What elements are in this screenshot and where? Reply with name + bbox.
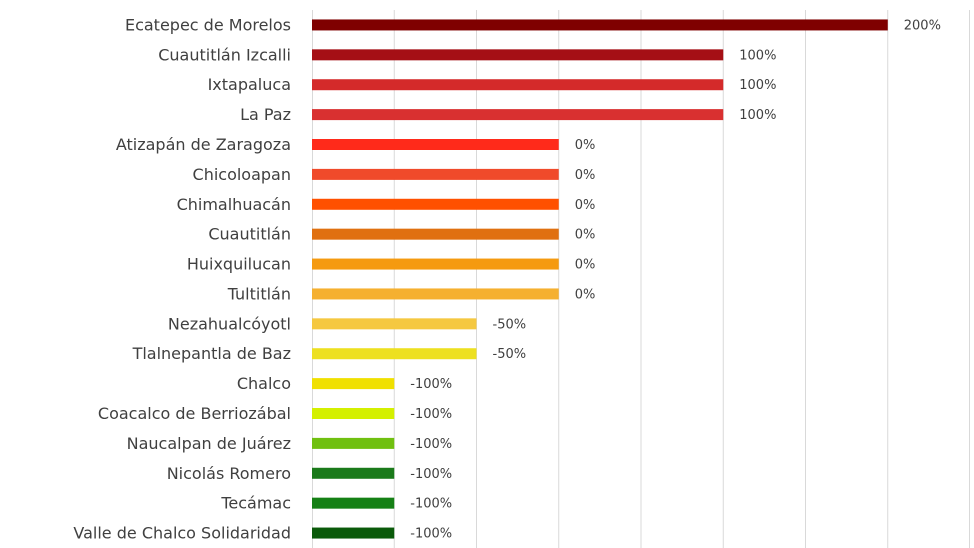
- bar: [312, 527, 395, 539]
- data-label: 0%: [575, 198, 596, 213]
- data-label: -100%: [410, 527, 452, 542]
- y-tick-label: Tultitlán: [227, 284, 291, 303]
- y-tick-label: Ecatepec de Morelos: [125, 15, 291, 34]
- y-tick-label: Chicoloapan: [193, 165, 291, 184]
- y-tick-label: La Paz: [240, 105, 291, 124]
- data-label: -100%: [410, 407, 452, 422]
- y-tick-label: Chimalhuacán: [177, 195, 291, 214]
- data-label: 0%: [575, 168, 596, 183]
- bar: [312, 168, 559, 180]
- data-label: -100%: [410, 437, 452, 452]
- bar: [312, 497, 395, 509]
- bar: [312, 318, 477, 330]
- y-tick-label: Nezahualcóyotl: [168, 314, 291, 333]
- y-tick-label: Naucalpan de Juárez: [127, 434, 291, 453]
- data-label: -100%: [410, 467, 452, 482]
- y-tick-label: Cuautitlán Izcalli: [158, 45, 291, 64]
- data-label: 100%: [739, 108, 776, 123]
- data-label: -100%: [410, 497, 452, 512]
- bar: [312, 348, 477, 360]
- y-tick-label: Nicolás Romero: [167, 464, 291, 483]
- bar: [312, 139, 559, 150]
- bar: [312, 258, 559, 270]
- data-label: 0%: [575, 287, 596, 302]
- data-label: 0%: [575, 138, 596, 153]
- y-tick-label: Valle de Chalco Solidaridad: [73, 524, 291, 543]
- data-label: 0%: [575, 228, 596, 243]
- bar: [312, 109, 724, 121]
- bar: [312, 378, 395, 390]
- data-label: -50%: [493, 347, 527, 362]
- y-tick-label: Tlalnepantla de Baz: [132, 344, 291, 363]
- bar: [312, 408, 395, 419]
- bar: [312, 288, 559, 300]
- bar: [312, 228, 559, 240]
- data-label: -50%: [493, 317, 527, 332]
- data-label: 100%: [739, 48, 776, 63]
- data-label: 100%: [739, 78, 776, 93]
- bar: [312, 19, 888, 31]
- bar: [312, 49, 724, 61]
- y-tick-label: Ixtapaluca: [208, 75, 291, 94]
- y-tick-label: Cuautitlán: [208, 225, 291, 244]
- bar: [312, 79, 724, 91]
- y-tick-label: Coacalco de Berriozábal: [98, 404, 291, 423]
- data-label: 0%: [575, 258, 596, 273]
- y-tick-label: Atizapán de Zaragoza: [116, 135, 291, 154]
- data-label: 200%: [904, 18, 941, 33]
- bar: [312, 467, 395, 479]
- y-tick-label: Tecámac: [220, 494, 291, 513]
- y-tick-label: Huixquilucan: [187, 255, 291, 274]
- bar: [312, 437, 395, 449]
- data-label: -100%: [410, 377, 452, 392]
- y-tick-label: Chalco: [237, 374, 291, 393]
- bar: [312, 198, 559, 210]
